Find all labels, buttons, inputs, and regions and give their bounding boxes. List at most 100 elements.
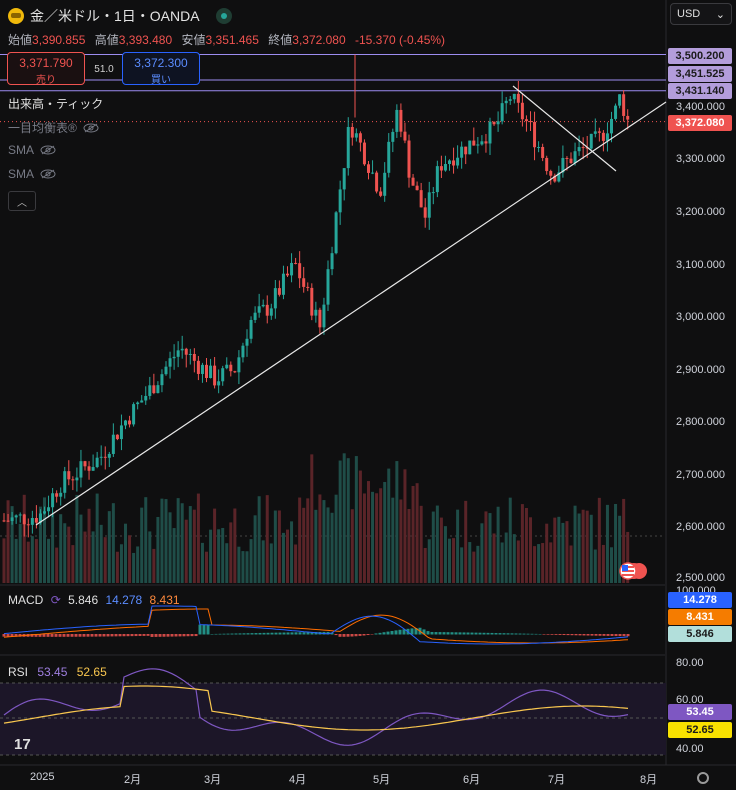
volume-bar	[2, 538, 6, 583]
candle-body	[439, 166, 443, 171]
sell-label: 売り	[36, 75, 56, 86]
macd-histogram-bar	[594, 634, 598, 636]
volume-bar	[387, 468, 391, 583]
macd-histogram-bar	[410, 628, 414, 635]
macd-histogram-bar	[14, 634, 18, 637]
ichimoku-indicator-label[interactable]: 一目均衡表®	[8, 119, 99, 136]
candle-body	[55, 493, 59, 497]
volume-bar	[516, 540, 520, 583]
candle-body	[229, 364, 233, 372]
sma2-indicator-label[interactable]: SMA	[8, 167, 56, 181]
time-label-aug: 8月	[640, 774, 658, 786]
sma1-indicator-label[interactable]: SMA	[8, 143, 56, 157]
sma1-label-text: SMA	[8, 143, 35, 157]
candle-body	[484, 141, 488, 144]
volume-bar	[200, 542, 204, 583]
volume-bar	[38, 506, 42, 583]
macd-histogram-bar	[366, 634, 370, 636]
macd-histogram-bar	[578, 634, 582, 636]
macd-histogram-bar	[94, 634, 98, 637]
volume-bar	[257, 496, 261, 583]
hline-tag-1: 3,500.200	[668, 48, 732, 64]
candle-body	[221, 368, 225, 382]
volume-bar	[371, 491, 375, 583]
buy-button[interactable]: 3,372.300 買い	[122, 52, 200, 86]
rsi-legend[interactable]: RSI 53.45 52.65	[8, 665, 107, 679]
candle-body	[314, 309, 318, 316]
macd-histogram-bar	[234, 633, 238, 635]
volume-bar	[192, 509, 196, 583]
volume-bar	[249, 539, 253, 583]
volume-bar	[529, 517, 532, 583]
volume-bar	[205, 551, 208, 583]
volume-bar	[391, 497, 395, 583]
volume-bar	[18, 523, 22, 583]
volume-bar	[524, 507, 528, 583]
symbol-title[interactable]: 金／米ドル・1日・OANDA	[8, 6, 232, 26]
candle-body	[241, 345, 245, 358]
macd-histogram-bar	[434, 632, 438, 635]
macd-histogram-bar	[374, 633, 378, 635]
candle-body	[597, 131, 601, 133]
candle-body	[565, 157, 569, 159]
eye-hidden-icon[interactable]	[40, 169, 56, 179]
macd-value-tag: 5.846	[668, 626, 732, 642]
candle-body	[249, 319, 253, 339]
currency-select[interactable]: USD ⌄	[670, 3, 732, 25]
candle-body	[192, 353, 196, 361]
price-axis-label: 3,400.000	[676, 101, 725, 113]
volume-bar	[160, 498, 164, 583]
macd-histogram-bar	[170, 634, 174, 637]
macd-histogram-bar	[146, 634, 150, 636]
us-flag-event-icon[interactable]	[617, 562, 649, 580]
gold-icon	[8, 8, 24, 24]
volume-indicator-label[interactable]: 出来高・ティック	[8, 95, 103, 112]
candle-body	[51, 493, 55, 508]
price-axis-label: 3,200.000	[676, 206, 725, 218]
macd-histogram-bar	[526, 633, 530, 635]
volume-bar	[585, 510, 589, 583]
candle-body	[626, 115, 630, 120]
spread-value: 51.0	[94, 64, 114, 75]
volume-bar	[395, 461, 399, 583]
volume-bar	[75, 494, 79, 583]
macd-histogram-bar	[254, 633, 258, 635]
macd-histogram-bar	[58, 634, 62, 637]
volume-bar	[119, 544, 123, 583]
macd-legend[interactable]: MACD ⟳ 5.846 14.278 8.431	[8, 593, 180, 607]
macd-histogram-bar	[454, 632, 458, 635]
macd-histogram-bar	[198, 624, 202, 635]
trendlines	[35, 85, 667, 526]
macd-histogram-bar	[570, 634, 574, 636]
macd-histogram-bar	[270, 632, 274, 635]
candle-body	[213, 365, 217, 386]
time-label-apr: 4月	[289, 774, 307, 786]
volume-bar	[488, 513, 492, 583]
volume-bar	[87, 508, 91, 583]
macd-histogram-bar	[226, 633, 230, 635]
volume-bar	[573, 505, 577, 583]
volume-bar	[124, 523, 127, 583]
candle-body	[71, 479, 75, 481]
candle-body	[115, 434, 119, 440]
candle-body	[460, 146, 464, 158]
volume-bar	[91, 531, 95, 583]
candle-body	[47, 507, 51, 512]
eye-hidden-icon[interactable]	[83, 123, 99, 133]
collapse-indicators-button[interactable]: ︿	[8, 191, 36, 211]
sell-button[interactable]: 3,371.790 売り	[7, 52, 85, 86]
candle-body	[132, 404, 136, 425]
settings-gear-icon[interactable]	[697, 772, 709, 784]
eye-hidden-icon[interactable]	[40, 145, 56, 155]
candle-body	[322, 304, 326, 328]
candle-body	[480, 141, 484, 145]
macd-hist-tag: 8.431	[668, 609, 732, 625]
macd-histogram-bar	[550, 634, 554, 635]
candle-body	[281, 273, 285, 295]
tradingview-logo[interactable]: 17	[14, 736, 31, 753]
volume-bar	[261, 540, 265, 583]
macd-histogram-bar	[602, 634, 606, 636]
volume-bar	[375, 493, 379, 583]
candle-body	[358, 133, 362, 143]
